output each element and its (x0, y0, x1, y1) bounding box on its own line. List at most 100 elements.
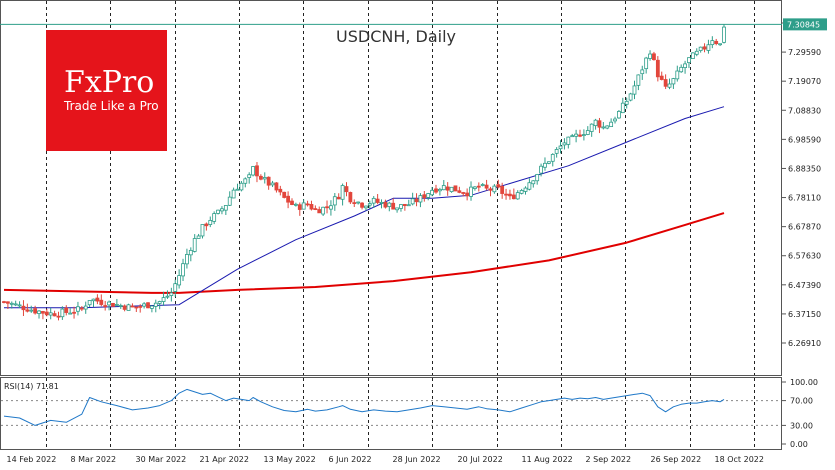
price-tick-label: 6.26910 (788, 339, 821, 348)
candle-body-down (457, 190, 462, 193)
last-price-label: 7.30845 (787, 20, 820, 29)
candle-body-up (169, 292, 174, 296)
candle-body-up (220, 208, 224, 212)
candle-body-down (508, 193, 512, 197)
chart-title: USDCNH, Daily (336, 27, 456, 46)
candle-body-down (465, 192, 470, 197)
candle-body-down (702, 46, 707, 50)
candle-body-down (360, 202, 364, 208)
candle-body-up (301, 202, 306, 210)
candle-body-up (566, 136, 571, 145)
candle-body-down (511, 194, 516, 200)
candle-body-up (617, 111, 621, 119)
candle-body-down (52, 313, 57, 317)
candle-body-down (258, 175, 263, 180)
candle-body-up (679, 66, 684, 73)
candle-body-up (531, 180, 536, 185)
candle-body-down (344, 186, 349, 193)
candle-body-down (597, 120, 602, 128)
price-tick-label: 7.19070 (788, 77, 821, 86)
candle-body-up (181, 263, 185, 277)
candle-body-down (500, 186, 505, 194)
candle-body-up (165, 295, 170, 298)
candle-body-up (593, 119, 598, 127)
candle-body-down (317, 209, 322, 214)
price-tick-label: 6.67870 (788, 223, 821, 232)
candle-body-down (79, 307, 84, 310)
candle-body-down (33, 308, 38, 314)
candle-body-up (410, 198, 415, 205)
price-tick-label: 6.88350 (788, 164, 821, 173)
candle-body-up (628, 93, 633, 101)
candle-body-down (44, 311, 49, 316)
candle-body-up (149, 305, 154, 309)
date-tick-label: 28 Jun 2022 (393, 455, 441, 464)
rsi-tick-label: 0.00 (790, 440, 808, 449)
candle-body-up (585, 130, 590, 135)
candle-body-up (644, 57, 649, 70)
candle-body-up (114, 304, 119, 306)
candle-body-up (426, 193, 431, 198)
candle-body-up (48, 312, 53, 316)
date-tick-label: 8 Mar 2022 (71, 455, 117, 464)
rsi-panel (0, 377, 782, 450)
date-tick-label: 20 Jul 2022 (458, 455, 503, 464)
candle-body-down (282, 191, 287, 198)
candle-body-up (399, 204, 403, 209)
candle-body-down (391, 202, 396, 210)
candle-body-down (111, 303, 115, 307)
candle-body-up (157, 301, 162, 304)
candle-body-down (578, 134, 582, 137)
candle-body-up (406, 204, 411, 207)
candle-body-down (313, 208, 318, 210)
candle-body-down (297, 204, 302, 210)
candle-body-down (496, 184, 501, 188)
candle-body-up (718, 43, 723, 46)
candle-body-up (107, 301, 111, 306)
candle-body-down (504, 193, 508, 196)
candle-body-up (270, 182, 275, 186)
candle-body-up (535, 174, 540, 182)
candle-body-down (122, 305, 127, 310)
rsi-layer (3, 388, 725, 426)
candle-body-down (336, 196, 341, 200)
candle-body-up (706, 44, 711, 51)
candles-layer (2, 24, 726, 321)
candle-body-up (558, 145, 563, 150)
candle-body-up (332, 196, 337, 206)
candle-body-down (204, 223, 209, 227)
rsi-tick-label: 30.00 (790, 421, 813, 430)
candle-body-up (515, 192, 520, 200)
candle-body-down (99, 299, 104, 305)
candle-body-down (138, 305, 143, 308)
candle-body-down (5, 301, 10, 304)
candle-body-up (687, 57, 691, 64)
candle-body-up (216, 209, 220, 214)
candle-body-up (636, 74, 641, 86)
rsi-label: RSI(14) 71.81 (4, 382, 59, 391)
candle-body-up (387, 202, 392, 207)
candle-body-up (437, 188, 442, 192)
candle-body-up (430, 189, 435, 196)
candle-body-up (527, 182, 532, 190)
logo-tagline: Trade Like a Pro (63, 99, 159, 113)
candle-body-up (449, 186, 454, 193)
candle-body-up (83, 305, 88, 310)
price-tick-label: 6.47390 (788, 281, 821, 290)
rsi-tick-label: 70.00 (790, 397, 813, 406)
price-tick-label: 7.29590 (788, 48, 821, 57)
date-tick-label: 30 Mar 2022 (136, 455, 187, 464)
candle-body-up (473, 186, 477, 189)
candle-body-down (290, 200, 294, 205)
candle-body-down (652, 53, 656, 61)
candle-body-up (683, 63, 687, 69)
candle-body-up (208, 220, 213, 225)
candle-body-down (325, 206, 329, 209)
candle-body-up (161, 297, 166, 302)
date-tick-label: 21 Apr 2022 (200, 455, 249, 464)
date-tick-label: 6 Jun 2022 (329, 455, 372, 464)
candle-body-up (153, 302, 158, 307)
candle-body-up (227, 196, 232, 206)
